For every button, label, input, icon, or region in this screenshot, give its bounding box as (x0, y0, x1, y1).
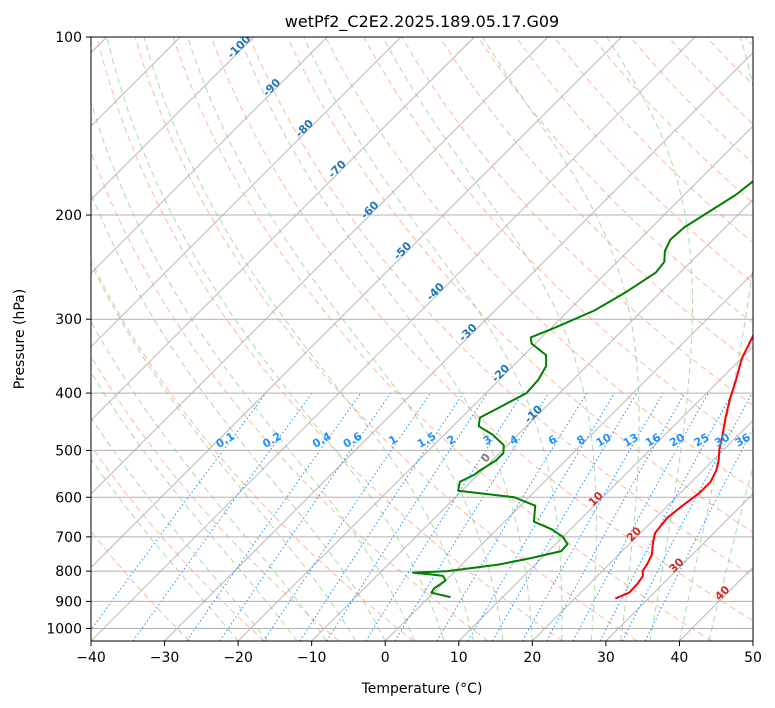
y-axis: 1000 900 800 700 600 500 400 300 200 100 (46, 30, 91, 637)
dry-adiabat-line (286, 37, 753, 534)
moist-adiabat-line (187, 37, 504, 641)
mixing-ratio-line (492, 392, 638, 641)
isotherm-line (91, 37, 402, 348)
mixing-ratio-line (394, 392, 550, 641)
x-tick-label: 0 (381, 650, 390, 666)
moist-adiabat-line (91, 192, 386, 641)
y-tick-label: 1000 (46, 621, 82, 637)
moist-adiabat-line (91, 371, 298, 641)
moist-adiabat-line (91, 416, 268, 641)
dry-adiabat-line (515, 37, 753, 284)
y-tick-label: 500 (55, 443, 82, 459)
x-tick-label: 50 (744, 650, 762, 666)
y-tick-label: 400 (55, 386, 82, 402)
x-tick-label: 30 (597, 650, 615, 666)
moist-adiabat-line (91, 320, 327, 641)
moist-adiabat-line (91, 458, 239, 641)
x-tick-label: −20 (223, 650, 253, 666)
chart-title: wetPf2_C2E2.2025.189.05.17.G09 (285, 12, 559, 32)
dry-adiabat-line (91, 259, 414, 641)
y-tick-label: 600 (55, 490, 82, 506)
moist-adiabat-line (482, 37, 640, 641)
y-tick-label: 900 (55, 594, 82, 610)
isotherm-line (91, 37, 549, 495)
moist-adiabat-line (606, 37, 693, 641)
mixing-ratio-line (365, 392, 524, 641)
x-tick-label: −30 (150, 650, 180, 666)
mixing-ratio-line (546, 392, 686, 641)
dry-adiabat-line (172, 37, 713, 641)
dry-adiabat-line (91, 355, 340, 641)
moist-adiabat-line (382, 37, 597, 641)
y-tick-label: 800 (55, 564, 82, 580)
isotherm-line (532, 419, 753, 641)
dry-adiabat-line (325, 37, 753, 490)
sounding-profiles (412, 180, 753, 600)
mixing-ratio-line (299, 392, 464, 641)
x-axis: −40 −30 −20 −10 0 10 20 30 40 50 (76, 641, 762, 666)
dry-adiabat-line (96, 37, 563, 641)
plot-frame (90, 36, 754, 642)
dewpoint-profile-line (412, 180, 753, 599)
isotherm-line (605, 493, 753, 641)
mixing-ratio-line (644, 428, 753, 641)
dry-adiabat-line (248, 37, 753, 577)
x-axis-title: Temperature (°C) (361, 681, 483, 697)
moist-adiabat-line (91, 262, 357, 641)
mixing-ratio-line (326, 392, 489, 641)
isotherm-line (164, 51, 753, 641)
moist-adiabat-line (303, 37, 563, 641)
mixing-ratio-line (132, 392, 313, 641)
mixing-ratio-line (522, 392, 664, 641)
x-tick-label: −40 (76, 650, 106, 666)
x-tick-label: 40 (671, 650, 689, 666)
isotherm-line (91, 37, 254, 201)
y-tick-label: 700 (55, 530, 82, 546)
dry-adiabat-line (134, 37, 638, 641)
dry-adiabat-line (91, 444, 265, 641)
isotherm-line (91, 37, 622, 569)
isotherm-line (458, 346, 753, 641)
moist-adiabat-line (106, 37, 445, 641)
isotherm-line (237, 125, 753, 641)
mixing-ratio-line (467, 392, 616, 641)
moist-adiabat-line (239, 37, 533, 641)
moist-adiabat-line (678, 37, 753, 641)
y-tick-label: 300 (55, 312, 82, 328)
x-tick-label: −10 (297, 650, 327, 666)
isotherm-line (91, 37, 328, 274)
x-tick-label: 20 (523, 650, 541, 666)
y-axis-title: Pressure (hPa) (12, 289, 28, 389)
moist-adiabat-line (143, 37, 474, 641)
moist-adiabat-line (708, 464, 753, 641)
isotherm-line (91, 37, 475, 421)
y-tick-label: 100 (55, 30, 82, 46)
moist-adiabat-line (91, 100, 416, 641)
mixing-ratio-line (436, 392, 588, 641)
y-tick-label: 200 (55, 208, 82, 224)
mixing-ratio-line (263, 392, 432, 641)
isotherm-line (384, 272, 753, 641)
temperature-profile-line (614, 333, 753, 600)
dry-adiabat-line (210, 37, 753, 622)
background-lines (91, 37, 753, 641)
isotherm-line (91, 37, 696, 641)
x-tick-label: 10 (450, 650, 468, 666)
